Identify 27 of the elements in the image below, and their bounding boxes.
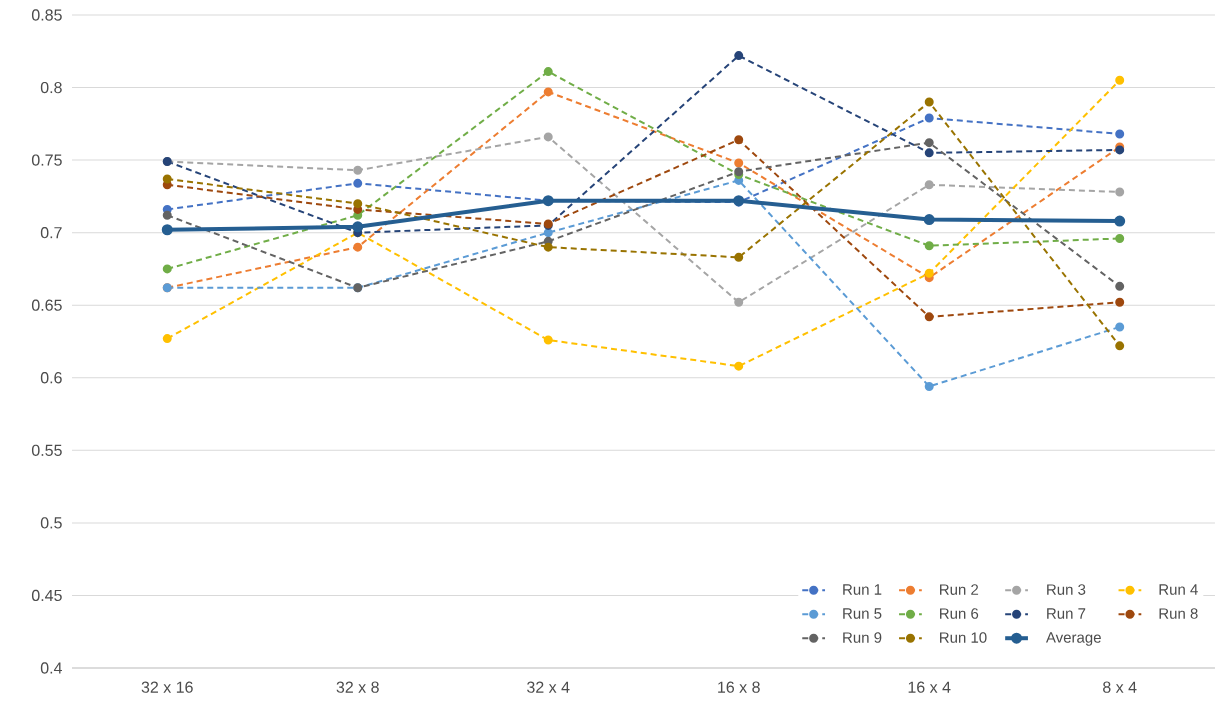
legend-label: Run 9	[843, 632, 882, 643]
y-tick-label: 0.85	[31, 9, 62, 21]
legend-label: Run 6	[940, 608, 979, 619]
x-tick-label: 32 x 8	[336, 681, 379, 693]
legend-label: Run 5	[843, 608, 882, 619]
y-tick-label: 0.4	[40, 662, 62, 674]
legend-label: Run 8	[1159, 608, 1198, 619]
x-tick-label: 16 x 4	[908, 681, 951, 693]
y-tick-label: 0.65	[31, 299, 62, 311]
legend-label: Run 7	[1047, 608, 1086, 619]
x-tick-label: 8 x 4	[1103, 681, 1137, 693]
y-tick-label: 0.7	[40, 226, 62, 239]
y-tick-label: 0.5	[40, 517, 62, 529]
legend-label: Run 1	[843, 584, 882, 595]
legend-label: Run 4	[1159, 584, 1198, 595]
x-tick-label: 16 x 8	[718, 681, 760, 693]
x-tick-label: 32 x 16	[141, 681, 193, 693]
legend-label: Run 10	[940, 632, 987, 643]
legend-label: Average	[1045, 632, 1101, 646]
legend-label: Run 3	[1047, 584, 1086, 595]
y-tick-label: 0.8	[40, 81, 62, 94]
y-tick-label: 0.75	[31, 154, 62, 166]
y-tick-label: 0.6	[40, 372, 62, 384]
x-tick-label: 32 x 4	[527, 681, 570, 693]
legend-label: Run 2	[940, 584, 979, 595]
y-tick-label: 0.55	[31, 444, 62, 456]
y-tick-label: 0.45	[31, 589, 62, 602]
